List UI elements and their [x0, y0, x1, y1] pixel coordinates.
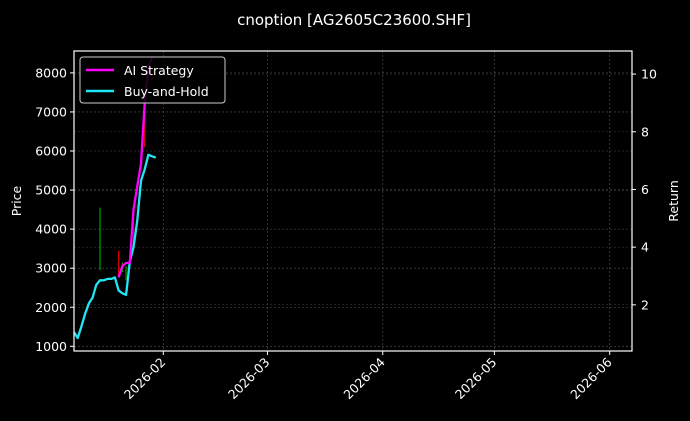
- legend: AI Strategy Buy-and-Hold: [79, 56, 226, 104]
- y-tick-label-left: 2000: [35, 300, 67, 315]
- y-tick-label-left: 3000: [35, 261, 67, 276]
- y-tick-label-left: 5000: [35, 183, 67, 198]
- chart-title: cnoption [AG2605C23600.SHF]: [237, 11, 471, 29]
- y-tick-label-right: 8: [641, 124, 649, 139]
- y-axis-label-left: Price: [9, 185, 24, 216]
- x-tick-label: 2026-05: [452, 355, 500, 403]
- y-tick-label-right: 10: [641, 67, 657, 82]
- y-tick-label-right: 2: [641, 297, 649, 312]
- legend-label-buy-and-hold: Buy-and-Hold: [124, 84, 209, 99]
- legend-label-ai-strategy: AI Strategy: [124, 63, 194, 78]
- x-axis: 2026-02 2026-03 2026-04 2026-05 2026-06: [121, 351, 615, 402]
- x-tick-label: 2026-04: [340, 354, 388, 402]
- y-tick-label-left: 1000: [35, 339, 67, 354]
- y-axis-left: 1000 2000 3000 4000 5000 6000 7000 8000: [35, 65, 74, 354]
- y-tick-label-left: 6000: [35, 144, 67, 159]
- y-tick-label-right: 6: [641, 182, 649, 197]
- x-tick-label: 2026-06: [567, 354, 615, 402]
- y-axis-label-right: Return: [666, 180, 681, 221]
- series-line-buy-and-hold: [73, 153, 157, 340]
- y-tick-label-left: 4000: [35, 222, 67, 237]
- y-tick-label-left: 8000: [35, 65, 67, 80]
- y-tick-label-left: 7000: [35, 104, 67, 119]
- y-axis-right: 2 4 6 8 10: [632, 67, 657, 312]
- y-tick-label-right: 4: [641, 240, 649, 255]
- x-tick-label: 2026-03: [225, 355, 273, 403]
- plot-frame: [73, 50, 633, 352]
- x-tick-label: 2026-02: [121, 355, 169, 403]
